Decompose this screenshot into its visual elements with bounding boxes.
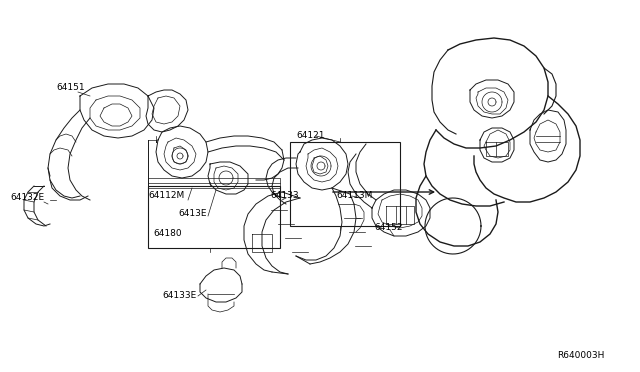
Text: 64152: 64152 — [374, 224, 403, 232]
Text: 64132E: 64132E — [10, 193, 44, 202]
Text: 64180: 64180 — [154, 230, 182, 238]
Text: 64121: 64121 — [296, 131, 324, 141]
Text: 64133E: 64133E — [162, 292, 196, 301]
Text: 64113M: 64113M — [336, 192, 372, 201]
Bar — [148, 186, 280, 248]
Text: 64151: 64151 — [56, 83, 84, 93]
Text: 64133: 64133 — [270, 192, 299, 201]
Text: R640003H: R640003H — [557, 352, 604, 360]
Text: 6413E: 6413E — [178, 209, 207, 218]
Text: 64112M: 64112M — [148, 192, 184, 201]
Bar — [290, 142, 400, 226]
